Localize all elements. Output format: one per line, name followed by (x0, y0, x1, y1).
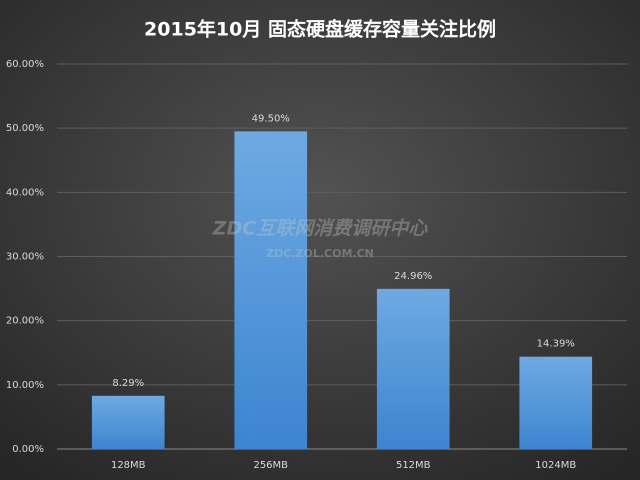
plot: 0.00% 10.00% 20.00% 30.00% 40.00% 50.00% 60.00… (6, 59, 627, 471)
y-tick-label: 10.00% (6, 380, 44, 391)
watermark-url: ZDC.ZOL.COM.CN (266, 247, 374, 260)
bar (519, 356, 593, 449)
x-tick-label: 1024MB (535, 460, 576, 471)
bar (234, 131, 308, 449)
x-tick-label: 128MB (111, 460, 146, 471)
chart-title: 2015年10月 固态硬盘缓存容量关注比例 (144, 18, 496, 41)
data-label: 8.29% (112, 378, 144, 389)
y-tick-label: 30.00% (6, 252, 44, 263)
bar (376, 288, 450, 449)
data-label: 24.96% (394, 271, 432, 282)
y-tick-label: 60.00% (6, 59, 44, 70)
x-tick-label: 256MB (253, 460, 288, 471)
y-tick-label: 50.00% (6, 123, 44, 134)
watermark: ZDC互联网消费调研中心 (212, 218, 428, 240)
bar (91, 395, 165, 449)
x-tick-label: 512MB (396, 460, 431, 471)
y-tick-label: 20.00% (6, 316, 44, 327)
data-label: 14.39% (537, 339, 575, 350)
y-tick-label: 0.00% (12, 444, 44, 455)
y-tick-label: 40.00% (6, 187, 44, 198)
data-label: 49.50% (252, 113, 290, 124)
